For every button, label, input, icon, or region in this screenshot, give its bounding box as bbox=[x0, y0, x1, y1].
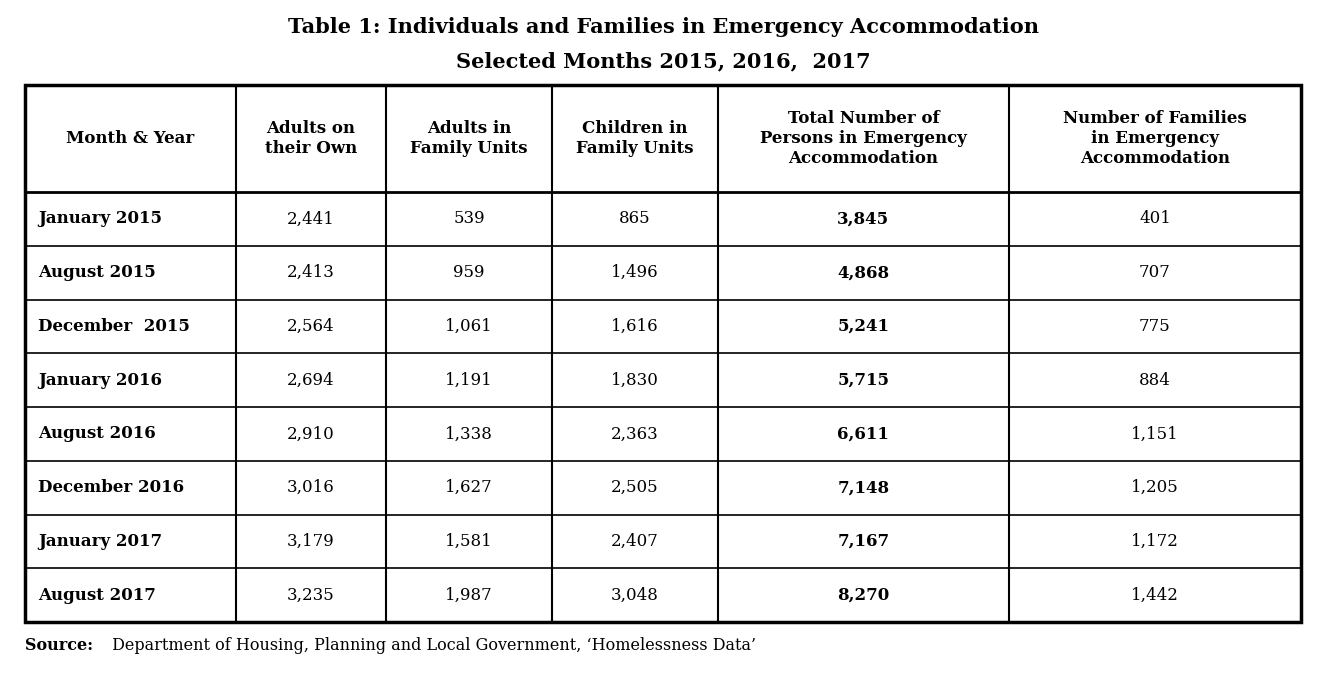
Text: Month & Year: Month & Year bbox=[66, 130, 195, 147]
Text: 1,061: 1,061 bbox=[446, 318, 493, 335]
Text: 3,048: 3,048 bbox=[611, 587, 659, 604]
Text: 1,172: 1,172 bbox=[1131, 533, 1179, 550]
Text: 3,016: 3,016 bbox=[286, 479, 334, 496]
Text: January 2016: January 2016 bbox=[38, 372, 162, 389]
Text: 7,148: 7,148 bbox=[837, 479, 890, 496]
Text: 1,627: 1,627 bbox=[446, 479, 493, 496]
Text: 539: 539 bbox=[453, 210, 485, 227]
Text: Table 1: Individuals and Families in Emergency Accommodation: Table 1: Individuals and Families in Eme… bbox=[288, 17, 1038, 37]
Text: 775: 775 bbox=[1139, 318, 1171, 335]
Text: 401: 401 bbox=[1139, 210, 1171, 227]
Text: 1,581: 1,581 bbox=[446, 533, 493, 550]
Text: 707: 707 bbox=[1139, 264, 1171, 281]
Text: Children in
Family Units: Children in Family Units bbox=[577, 120, 693, 157]
Text: 1,151: 1,151 bbox=[1131, 426, 1179, 443]
Text: August 2017: August 2017 bbox=[38, 587, 156, 604]
Text: 959: 959 bbox=[453, 264, 485, 281]
Text: 2,413: 2,413 bbox=[286, 264, 334, 281]
Text: Selected Months 2015, 2016,  2017: Selected Months 2015, 2016, 2017 bbox=[456, 51, 870, 71]
Text: 1,442: 1,442 bbox=[1131, 587, 1179, 604]
Text: Department of Housing, Planning and Local Government, ‘Homelessness Data’: Department of Housing, Planning and Loca… bbox=[107, 636, 756, 653]
Text: 5,241: 5,241 bbox=[837, 318, 890, 335]
Text: 884: 884 bbox=[1139, 372, 1171, 389]
Text: 2,363: 2,363 bbox=[611, 426, 659, 443]
Text: 3,235: 3,235 bbox=[286, 587, 334, 604]
Text: 2,505: 2,505 bbox=[611, 479, 659, 496]
Text: 2,694: 2,694 bbox=[286, 372, 334, 389]
Text: August 2015: August 2015 bbox=[38, 264, 156, 281]
Text: August 2016: August 2016 bbox=[38, 426, 156, 443]
Text: Adults on
their Own: Adults on their Own bbox=[265, 120, 357, 157]
Text: 1,616: 1,616 bbox=[611, 318, 659, 335]
Text: January 2017: January 2017 bbox=[38, 533, 162, 550]
Text: Adults in
Family Units: Adults in Family Units bbox=[410, 120, 528, 157]
Text: 2,441: 2,441 bbox=[286, 210, 334, 227]
Text: 1,830: 1,830 bbox=[611, 372, 659, 389]
Text: 8,270: 8,270 bbox=[837, 587, 890, 604]
Text: 3,179: 3,179 bbox=[286, 533, 334, 550]
Text: 2,910: 2,910 bbox=[286, 426, 334, 443]
Text: 5,715: 5,715 bbox=[837, 372, 890, 389]
Text: Number of Families
in Emergency
Accommodation: Number of Families in Emergency Accommod… bbox=[1063, 110, 1246, 167]
Text: 2,407: 2,407 bbox=[611, 533, 659, 550]
Text: 3,845: 3,845 bbox=[837, 210, 890, 227]
Text: 1,205: 1,205 bbox=[1131, 479, 1179, 496]
Text: 1,496: 1,496 bbox=[611, 264, 659, 281]
Text: 865: 865 bbox=[619, 210, 651, 227]
Text: Source:: Source: bbox=[25, 636, 93, 653]
Text: 2,564: 2,564 bbox=[286, 318, 334, 335]
Text: December 2016: December 2016 bbox=[38, 479, 184, 496]
Text: 7,167: 7,167 bbox=[837, 533, 890, 550]
Text: December  2015: December 2015 bbox=[38, 318, 190, 335]
Text: 1,338: 1,338 bbox=[446, 426, 493, 443]
Text: January 2015: January 2015 bbox=[38, 210, 162, 227]
Text: Total Number of
Persons in Emergency
Accommodation: Total Number of Persons in Emergency Acc… bbox=[760, 110, 967, 167]
Text: 4,868: 4,868 bbox=[837, 264, 890, 281]
Text: 6,611: 6,611 bbox=[838, 426, 890, 443]
Text: 1,987: 1,987 bbox=[446, 587, 493, 604]
Text: 1,191: 1,191 bbox=[446, 372, 493, 389]
